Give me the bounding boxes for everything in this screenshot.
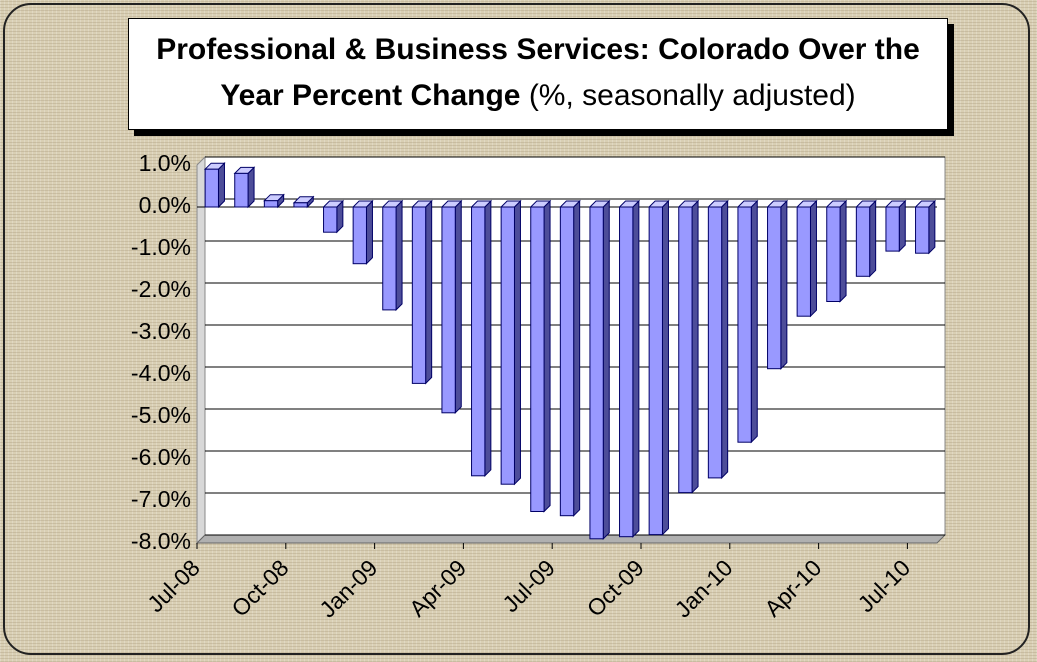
bar	[441, 206, 456, 414]
bar	[411, 206, 427, 384]
bar	[263, 200, 279, 208]
bar-side	[365, 199, 373, 265]
bar-side	[425, 199, 433, 385]
y-tick-label: -1.0%	[131, 234, 191, 260]
y-tick-label: -6.0%	[131, 444, 191, 470]
bar	[500, 206, 515, 485]
bar	[826, 206, 841, 302]
y-tick-label: -4.0%	[131, 360, 191, 386]
bar-side	[928, 199, 936, 255]
x-tick-label: Jul-10	[853, 554, 916, 617]
bar-side	[395, 199, 403, 312]
bar-side	[513, 199, 521, 486]
bar	[589, 206, 604, 540]
y-tick-label: -8.0%	[131, 528, 191, 554]
bar	[707, 206, 723, 479]
y-tick-label: 0.0%	[139, 192, 191, 218]
bar-side	[898, 199, 906, 253]
bar	[234, 172, 249, 208]
x-tick-label: Oct-08	[226, 554, 293, 621]
y-tick-label: 1.0%	[139, 150, 191, 176]
bar	[885, 206, 900, 252]
bar-side	[869, 199, 877, 278]
bar	[678, 206, 693, 494]
x-tick-label: Apr-09	[404, 554, 471, 621]
bar	[767, 206, 782, 370]
bar	[559, 206, 575, 517]
x-tick-label: Apr-10	[759, 554, 826, 621]
x-tick-label: Jan-10	[670, 554, 738, 622]
bar-side	[721, 199, 729, 480]
bar	[855, 206, 871, 277]
bar	[648, 206, 663, 536]
bar	[796, 206, 811, 317]
title-box: Professional & Business Services: Colora…	[128, 18, 948, 130]
y-tick-label: -7.0%	[131, 486, 191, 512]
x-tick-label: Jul-09	[497, 554, 560, 617]
bar-side	[454, 199, 462, 415]
side-wall	[196, 155, 206, 545]
bar	[737, 206, 752, 443]
y-tick-label: -3.0%	[131, 318, 191, 344]
floor	[195, 534, 947, 544]
bar-side	[217, 161, 225, 209]
bar-side	[602, 199, 610, 541]
y-tick-label: -2.0%	[131, 276, 191, 302]
bar	[619, 206, 634, 538]
chart-frame	[3, 3, 1030, 655]
bar-side	[543, 199, 551, 513]
chart-title: Professional & Business Services: Colora…	[156, 33, 920, 112]
x-tick-label: Jul-08	[142, 554, 205, 617]
chart-subtitle: (%, seasonally adjusted)	[528, 79, 856, 112]
bar-side	[780, 199, 788, 370]
bar	[530, 206, 545, 512]
x-tick-label: Oct-09	[582, 554, 649, 621]
bar-side	[661, 199, 669, 536]
bar-side	[750, 199, 758, 444]
bar	[293, 202, 308, 208]
bar-side	[632, 199, 640, 538]
bar	[915, 206, 930, 254]
bar-side	[691, 199, 699, 494]
bar	[323, 206, 338, 233]
bar	[352, 206, 367, 265]
bar	[382, 206, 397, 311]
y-tick-label: -5.0%	[131, 402, 191, 428]
bar-side	[573, 199, 581, 517]
bar	[471, 206, 486, 477]
bar-side	[484, 199, 492, 478]
bar	[204, 168, 219, 208]
bar-side	[809, 199, 817, 318]
bar-side	[839, 199, 847, 303]
bar-side	[247, 166, 255, 209]
x-tick-label: Jan-09	[314, 554, 382, 622]
